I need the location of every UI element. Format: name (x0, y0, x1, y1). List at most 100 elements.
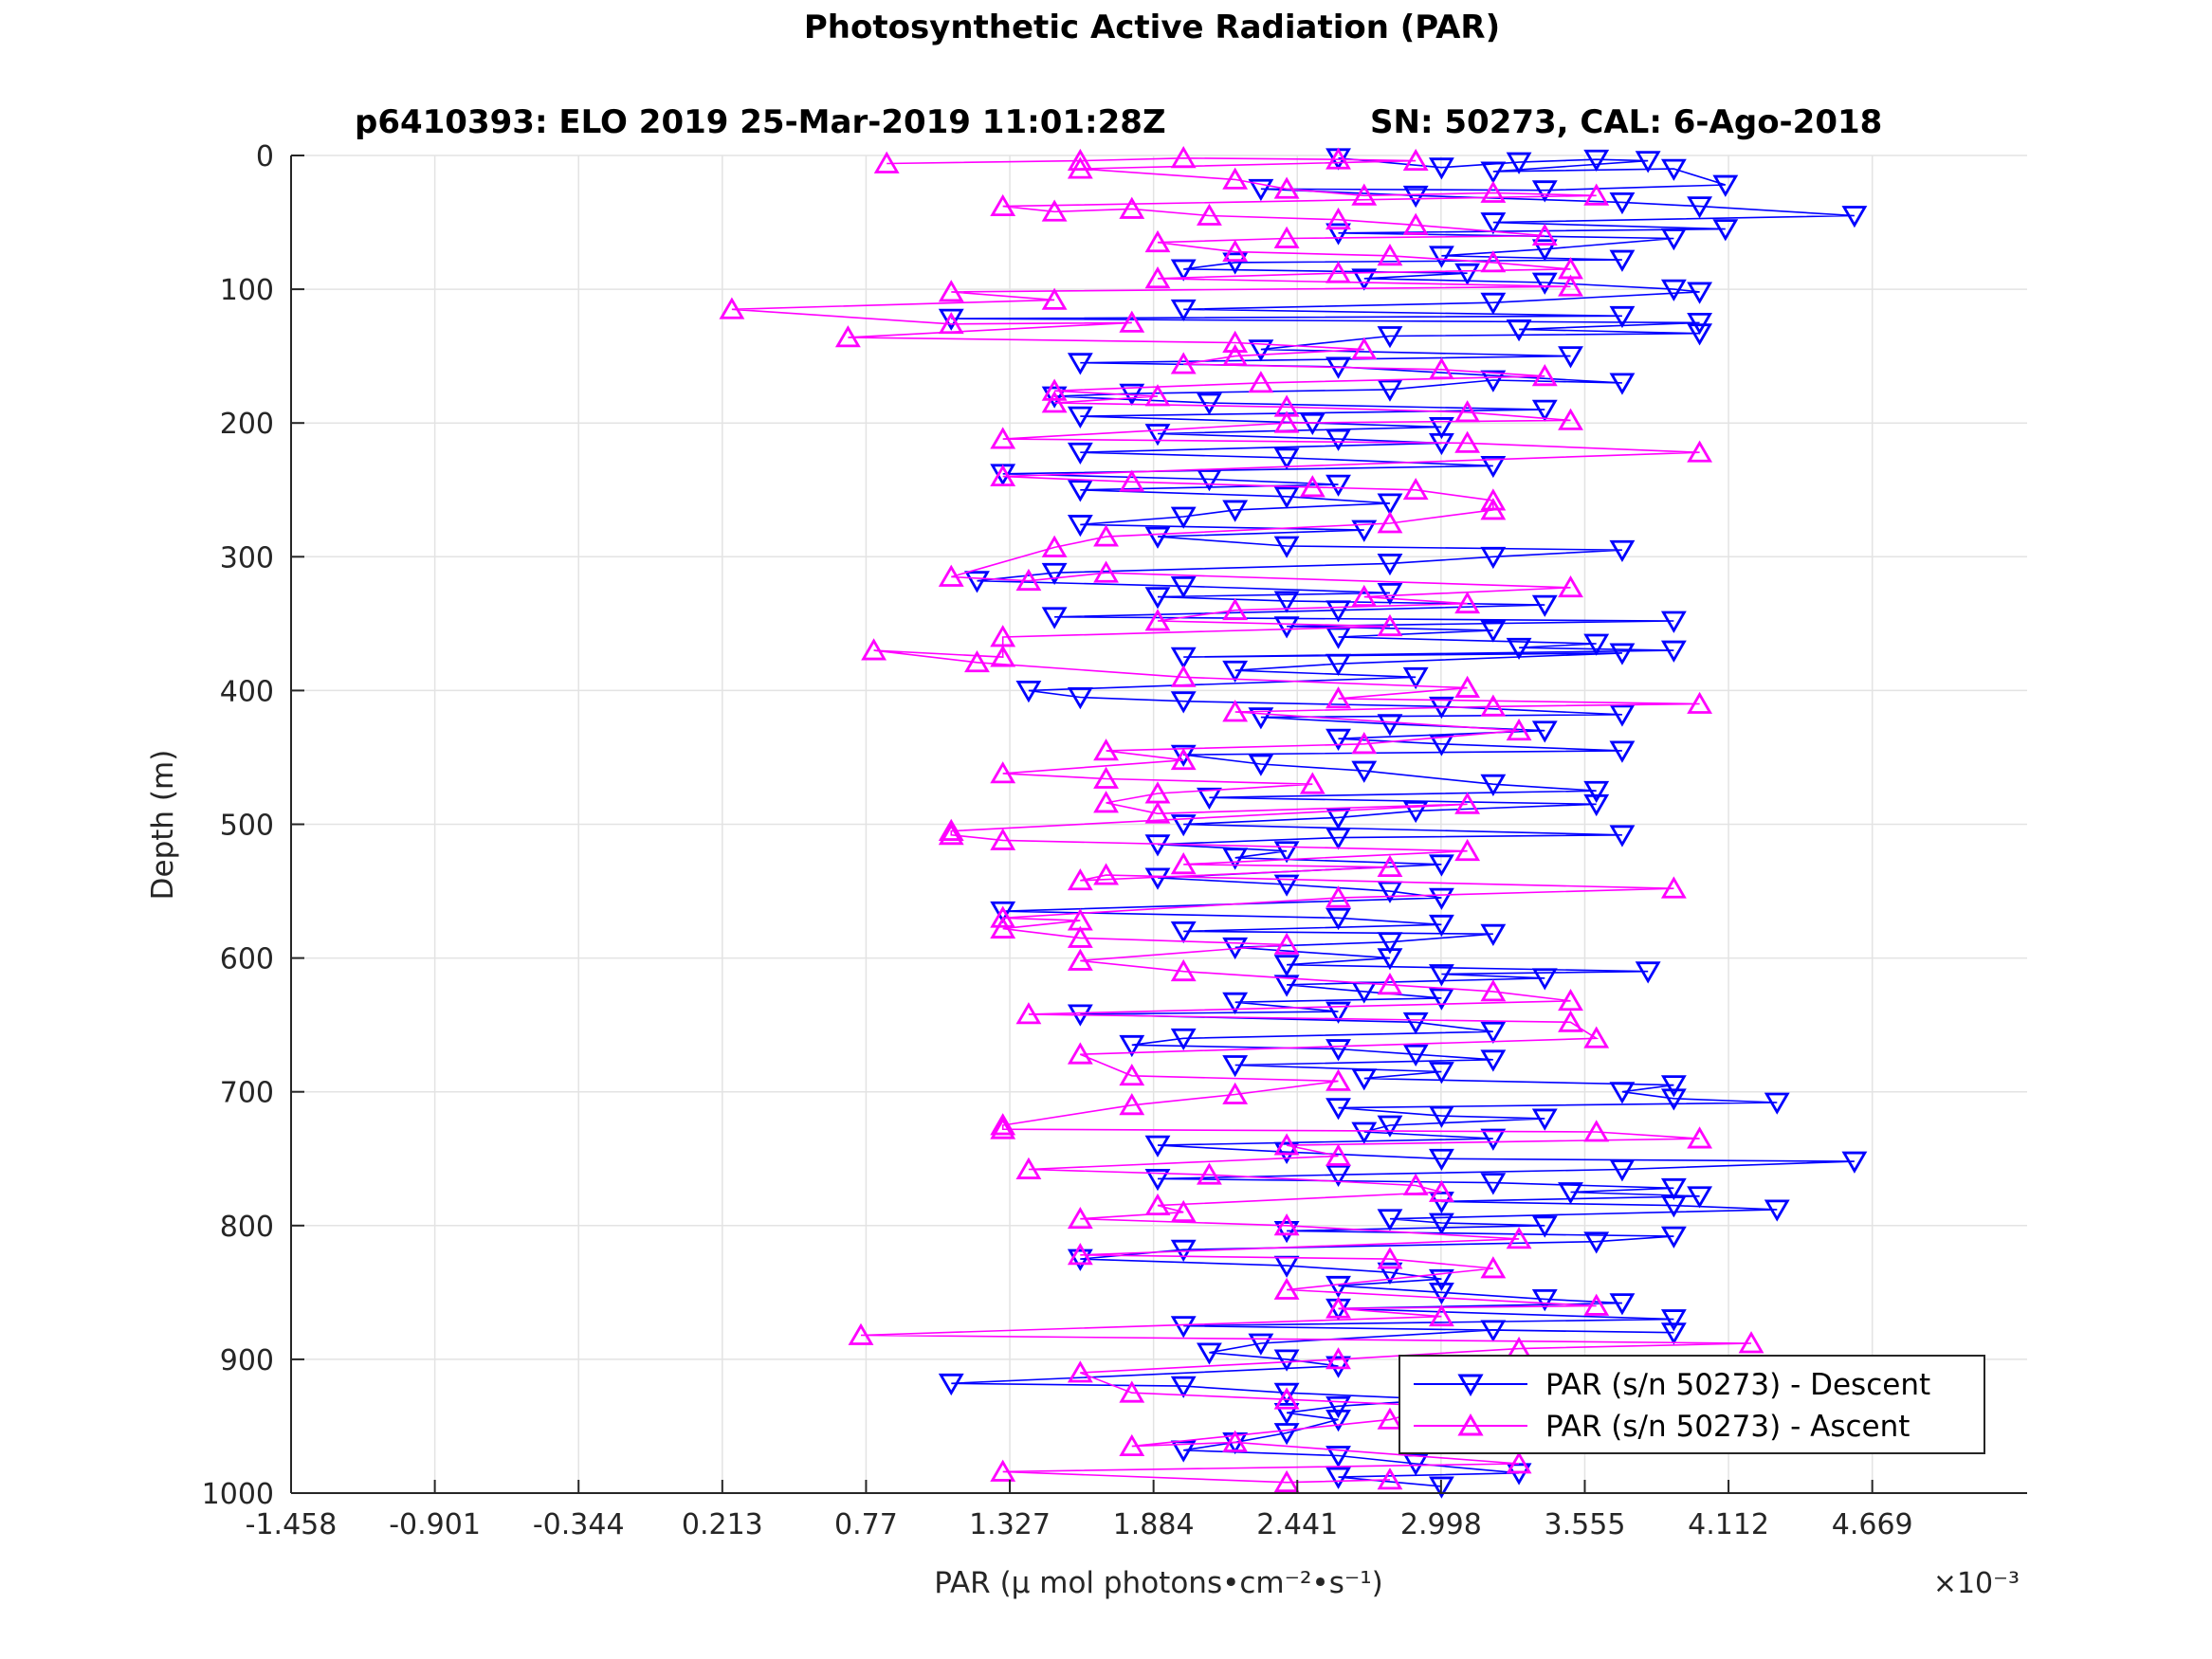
ascent-point-marker (1015, 1157, 1042, 1179)
ascent-point-marker (1170, 1199, 1197, 1223)
ascent-point-marker (1273, 410, 1300, 433)
x-tick-label: 1.327 (969, 1508, 1051, 1541)
descent-point-marker (1660, 1322, 1687, 1345)
y-tick-label: 0 (256, 140, 274, 173)
ascent-point-marker (1273, 1277, 1300, 1300)
descent-point-marker (1402, 185, 1429, 209)
descent-point-marker (1170, 1440, 1197, 1463)
descent-point-marker (1712, 219, 1739, 242)
y-tick-label: 700 (220, 1077, 274, 1110)
descent-point-marker (1635, 151, 1661, 173)
descent-point-marker (1841, 206, 1868, 228)
descent-point-marker (1531, 594, 1558, 617)
descent-point-marker (1454, 263, 1481, 285)
ascent-point-marker (1299, 475, 1325, 498)
ascent-point-marker (1222, 597, 1249, 621)
ascent-point-marker (964, 649, 990, 673)
descent-point-marker (1609, 1293, 1636, 1316)
descent-point-marker (1660, 1195, 1687, 1218)
ascent-point-marker (1687, 691, 1713, 714)
ascent-point-marker (1067, 1360, 1093, 1383)
descent-point-marker (1558, 346, 1583, 369)
descent-point-marker (1170, 921, 1197, 944)
descent-point-marker (938, 308, 964, 331)
ascent-point-marker (1170, 958, 1197, 982)
ascent-point-marker (1144, 801, 1171, 824)
descent-point-marker (1041, 607, 1068, 629)
descent-point-marker (1402, 800, 1429, 824)
ascent-point-marker (1041, 287, 1068, 310)
descent-point-marker (1377, 881, 1403, 903)
ascent-point-marker (1273, 932, 1300, 955)
ascent-point-marker (1454, 430, 1481, 453)
descent-point-marker (1197, 787, 1222, 811)
legend-ascent-marker (1457, 1413, 1484, 1436)
ascent-point-marker (938, 822, 964, 846)
descent-point-marker (1197, 469, 1222, 492)
descent-point-marker (1351, 760, 1378, 783)
ascent-point-marker (1273, 1213, 1300, 1236)
ascent-point-marker (1222, 1082, 1249, 1104)
descent-point-marker (1248, 1333, 1274, 1356)
descent-point-marker (1248, 178, 1274, 202)
descent-point-marker (990, 901, 1016, 924)
descent-point-marker (1067, 480, 1093, 502)
ascent-point-marker (1248, 371, 1274, 393)
ascent-point-marker (1325, 1068, 1351, 1091)
ascent-point-marker (1377, 1468, 1403, 1490)
ascent-point-marker (1325, 207, 1351, 230)
ascent-point-marker (1377, 854, 1403, 878)
descent-point-marker (1273, 447, 1300, 470)
ascent-point-marker (1351, 337, 1378, 359)
descent-point-marker (1531, 968, 1558, 991)
descent-point-marker (1428, 1148, 1454, 1172)
ascent-point-marker (938, 818, 964, 841)
descent-point-marker (1428, 1282, 1454, 1305)
y-tick-labels: 0 100 200 300 400 500 600 700 800 900 1000 (202, 140, 274, 1511)
x-tick-label: -0.901 (389, 1508, 481, 1541)
ascent-point-marker (1273, 1469, 1300, 1493)
descent-point-marker (1222, 992, 1249, 1014)
descent-point-marker (1351, 1121, 1378, 1144)
ascent-point-marker (1687, 440, 1713, 463)
descent-point-marker (1170, 744, 1197, 767)
descent-point-marker (1609, 704, 1636, 727)
descent-point-marker (1325, 1446, 1351, 1468)
descent-point-marker (1764, 1092, 1790, 1115)
ascent-point-marker (1454, 400, 1481, 423)
descent-point-marker (1015, 681, 1042, 703)
x-tick-label: 2.998 (1400, 1508, 1482, 1541)
descent-point-marker (1170, 299, 1197, 322)
descent-point-marker (1273, 841, 1300, 864)
descent-point-marker (1222, 500, 1249, 522)
descent-point-marker (1609, 191, 1636, 215)
ascent-point-marker (1093, 863, 1119, 885)
ascent-point-marker (1041, 391, 1068, 413)
ascent-point-marker (1428, 356, 1454, 380)
y-tick-label: 600 (220, 943, 274, 976)
ascent-point-marker (1119, 310, 1145, 333)
descent-point-marker (1170, 1239, 1197, 1262)
descent-point-marker (1248, 707, 1274, 730)
descent-point-marker (1480, 774, 1507, 796)
ascent-point-marker (1558, 1010, 1583, 1032)
descent-point-marker (1041, 562, 1068, 586)
descent-point-marker (1428, 417, 1454, 440)
descent-point-marker (1170, 814, 1197, 837)
ascent-point-marker (1558, 408, 1583, 430)
descent-point-marker (1325, 828, 1351, 850)
descent-point-marker (1687, 312, 1713, 336)
x-tick-labels: -1.458 -0.901 -0.344 0.213 0.77 1.327 1.884 2.4… (246, 1508, 1913, 1541)
ascent-point-marker (1041, 535, 1068, 557)
descent-point-marker (1325, 1356, 1351, 1378)
ascent-point-marker (1170, 352, 1197, 374)
descent-point-marker (1273, 1221, 1300, 1244)
descent-point-marker (1506, 319, 1532, 342)
y-tick-label: 800 (220, 1211, 274, 1244)
descent-point-marker (1712, 174, 1739, 197)
legend-ascent-label: PAR (s/n 50273) - Ascent (1545, 1410, 1910, 1444)
ascent-point-marker (1273, 1133, 1300, 1156)
descent-point-marker (1067, 353, 1093, 375)
descent-point-marker (1170, 259, 1197, 282)
ascent-point-marker (1197, 203, 1222, 226)
